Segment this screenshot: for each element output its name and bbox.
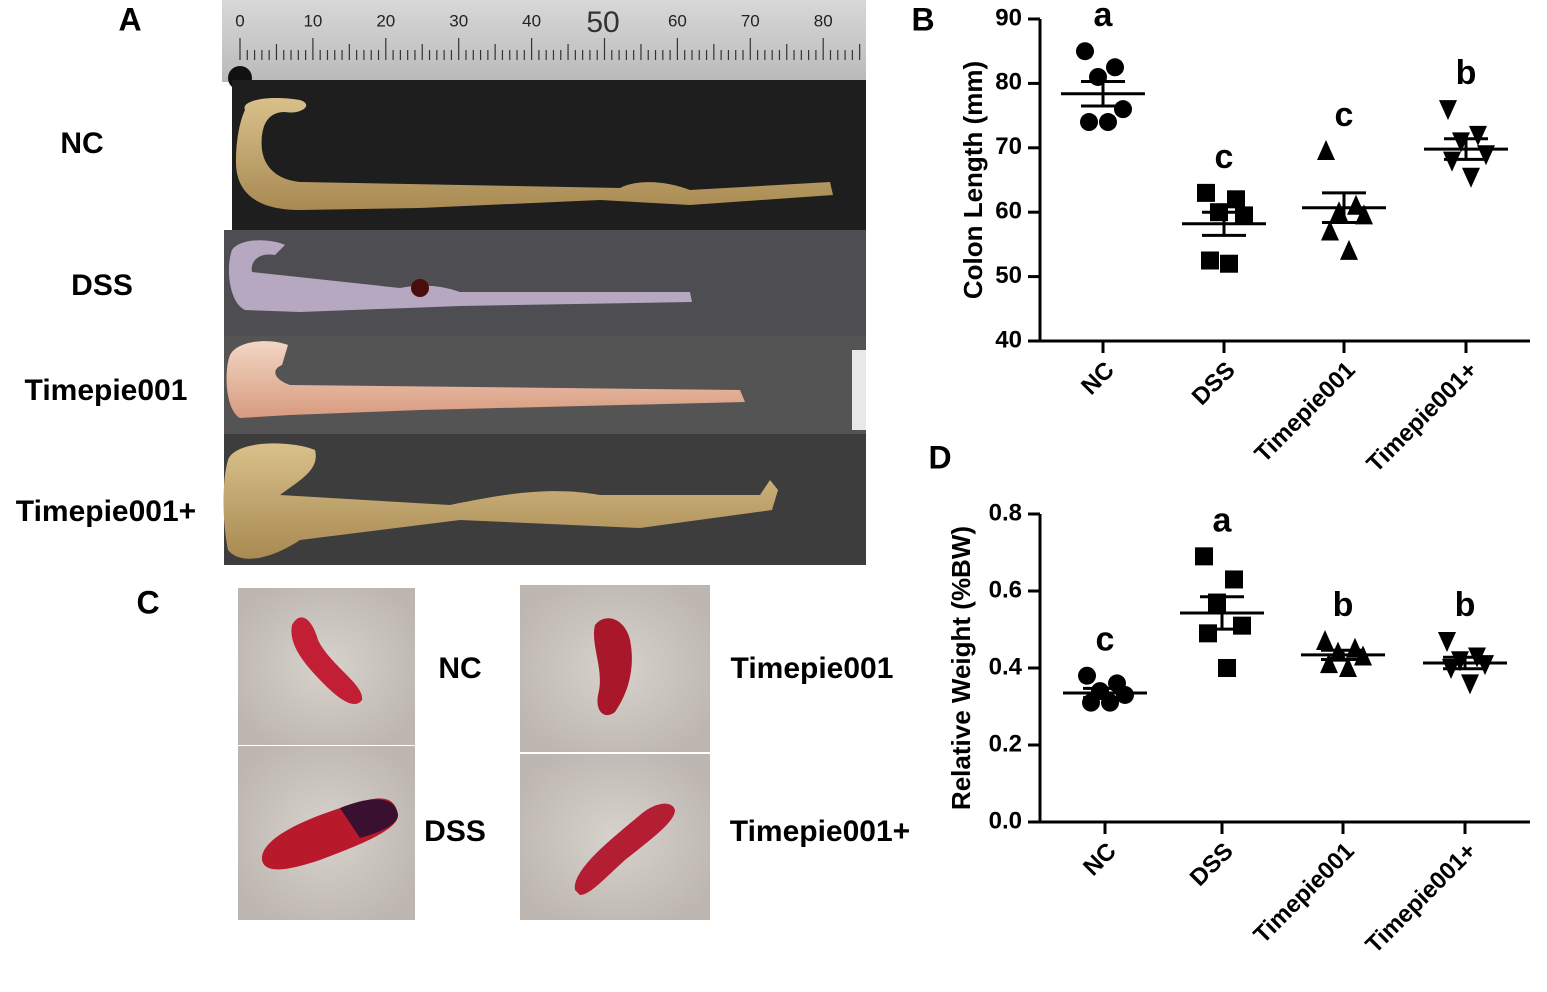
significance-letter: c [1215, 138, 1234, 176]
data-point [1461, 674, 1479, 695]
data-point [1476, 655, 1494, 676]
ruler-stamp: 50 [586, 6, 619, 39]
ruler-label: 40 [522, 11, 541, 30]
data-point [1235, 206, 1253, 225]
data-point [1340, 239, 1358, 260]
ruler-label: 20 [376, 11, 395, 30]
data-point [1201, 251, 1219, 270]
spleen-label: Timepie001+ [730, 815, 910, 848]
panel-label: B [911, 1, 934, 37]
ruler-label: 30 [449, 11, 468, 30]
significance-letter: c [1096, 621, 1115, 659]
y-tick-label: 0.8 [989, 499, 1022, 526]
x-tick-label: NC [1078, 838, 1122, 882]
y-tick-label: 70 [995, 133, 1022, 160]
significance-letter: b [1455, 586, 1476, 624]
y-tick-label: 0.2 [989, 730, 1022, 757]
data-point [1321, 220, 1339, 241]
colon-photo [222, 0, 866, 565]
x-tick-label: Timepie001 [1248, 838, 1359, 949]
data-point [1220, 254, 1238, 273]
data-point [1346, 637, 1364, 658]
y-tick-label: 60 [995, 198, 1022, 225]
data-point [1439, 100, 1457, 121]
panel-label: D [928, 439, 951, 475]
spleen-label: Timepie001 [731, 652, 894, 685]
row-label: DSS [71, 269, 133, 302]
row-label: NC [60, 127, 103, 160]
spleen-photo [238, 585, 710, 920]
data-point [1099, 113, 1117, 132]
data-point [1316, 630, 1334, 651]
ruler-label: 80 [814, 11, 833, 30]
spleen-label: NC [438, 652, 481, 685]
ruler-label: 0 [235, 11, 244, 30]
panel-label: C [136, 584, 159, 620]
data-point [1320, 653, 1338, 674]
x-tick-label: DSS [1185, 838, 1239, 892]
data-point [1469, 125, 1487, 146]
y-tick-label: 50 [995, 262, 1022, 289]
data-point [1078, 666, 1096, 685]
data-point [1218, 659, 1236, 677]
x-tick-label: Timepie001+ [1362, 357, 1483, 478]
ruler-label: 10 [303, 11, 322, 30]
data-point [1116, 685, 1134, 704]
ruler-label: 60 [668, 11, 687, 30]
significance-letter: c [1335, 96, 1354, 134]
data-point [1339, 657, 1357, 677]
significance-letter: a [1213, 501, 1233, 539]
y-tick-label: 80 [995, 69, 1022, 96]
panel-label: A [118, 1, 141, 37]
y-tick-label: 0.6 [989, 576, 1022, 603]
significance-letter: b [1333, 586, 1354, 624]
data-point [1080, 113, 1098, 132]
data-point [1438, 632, 1456, 653]
data-point [1462, 167, 1480, 188]
data-point [1317, 140, 1335, 161]
data-point [1195, 547, 1213, 566]
x-tick-label: NC [1076, 357, 1120, 401]
data-point [1225, 570, 1243, 589]
significance-letter: b [1456, 54, 1477, 92]
data-point [1233, 616, 1251, 635]
data-point [1199, 624, 1217, 643]
significance-letter: a [1094, 0, 1114, 34]
spleen-label: DSS [424, 815, 486, 848]
row-label: Timepie001 [25, 374, 188, 407]
x-tick-label: DSS [1187, 357, 1241, 411]
y-tick-label: 0.4 [989, 653, 1023, 680]
data-point [1197, 183, 1215, 202]
data-point [1347, 194, 1365, 215]
y-axis-label: Colon Length (mm) [958, 61, 988, 299]
data-point [1227, 190, 1245, 209]
x-tick-label: Timepie001 [1249, 357, 1360, 468]
y-tick-label: 0.0 [989, 807, 1022, 834]
data-point [1443, 151, 1461, 172]
data-point [1355, 204, 1373, 225]
row-label: Timepie001+ [16, 495, 196, 528]
data-point [1106, 58, 1124, 77]
data-point [1114, 100, 1132, 119]
y-tick-label: 90 [995, 4, 1022, 31]
ruler-label: 70 [741, 11, 760, 30]
data-point [1076, 42, 1094, 61]
y-tick-label: 40 [995, 326, 1022, 353]
x-tick-label: Timepie001+ [1361, 838, 1482, 959]
y-axis-label: Relative Weight (%BW) [946, 526, 976, 810]
